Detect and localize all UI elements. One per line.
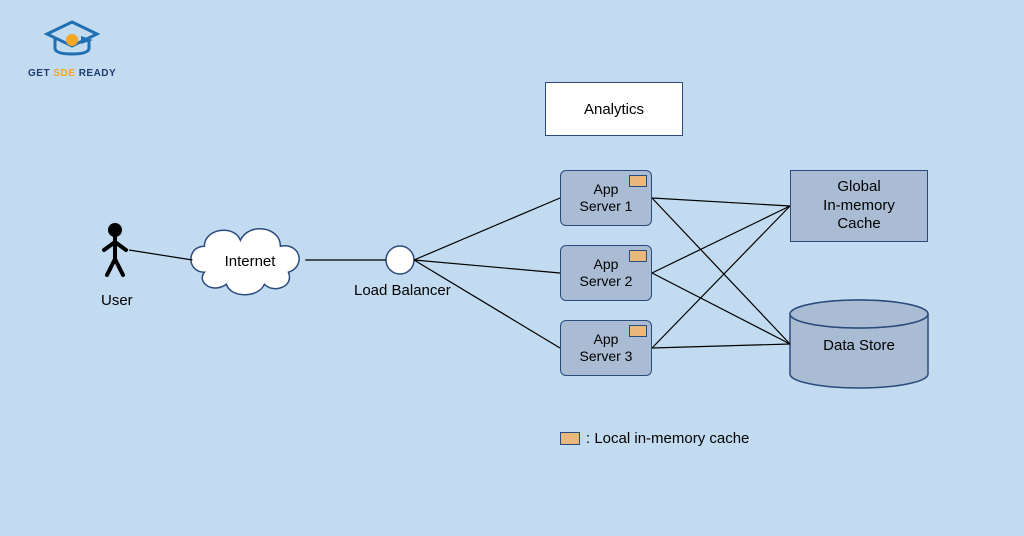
app-server-label: Server 3 [580, 348, 633, 365]
brand-logo-text: GET SDE READY [28, 68, 116, 79]
datastore-label: Data Store [790, 337, 928, 354]
global-cache-label: Global In-memory Cache [823, 178, 895, 234]
analytics-label: Analytics [584, 101, 644, 118]
datastore: Data Store [790, 300, 928, 388]
legend-label: : Local in-memory cache [586, 430, 749, 447]
brand-logo: GET SDE READY [28, 18, 116, 79]
app-server-label: Server 2 [580, 273, 633, 290]
legend: : Local in-memory cache [560, 430, 749, 447]
analytics-box: Analytics [545, 82, 683, 136]
app-server-label: App [594, 256, 619, 273]
local-cache-icon [629, 175, 647, 187]
app-server-label: App [594, 181, 619, 198]
app-server-label: App [594, 331, 619, 348]
user-label: User [101, 292, 133, 309]
global-cache-box: Global In-memory Cache [790, 170, 928, 242]
load-balancer-label: Load Balancer [354, 282, 451, 299]
graduation-cap-icon [43, 18, 101, 66]
app-server-1: App Server 1 [560, 170, 652, 226]
local-cache-icon [629, 250, 647, 262]
diagram-canvas [0, 0, 1024, 536]
local-cache-icon [629, 325, 647, 337]
legend-swatch-icon [560, 432, 580, 445]
app-server-3: App Server 3 [560, 320, 652, 376]
app-server-2: App Server 2 [560, 245, 652, 301]
app-server-label: Server 1 [580, 198, 633, 215]
